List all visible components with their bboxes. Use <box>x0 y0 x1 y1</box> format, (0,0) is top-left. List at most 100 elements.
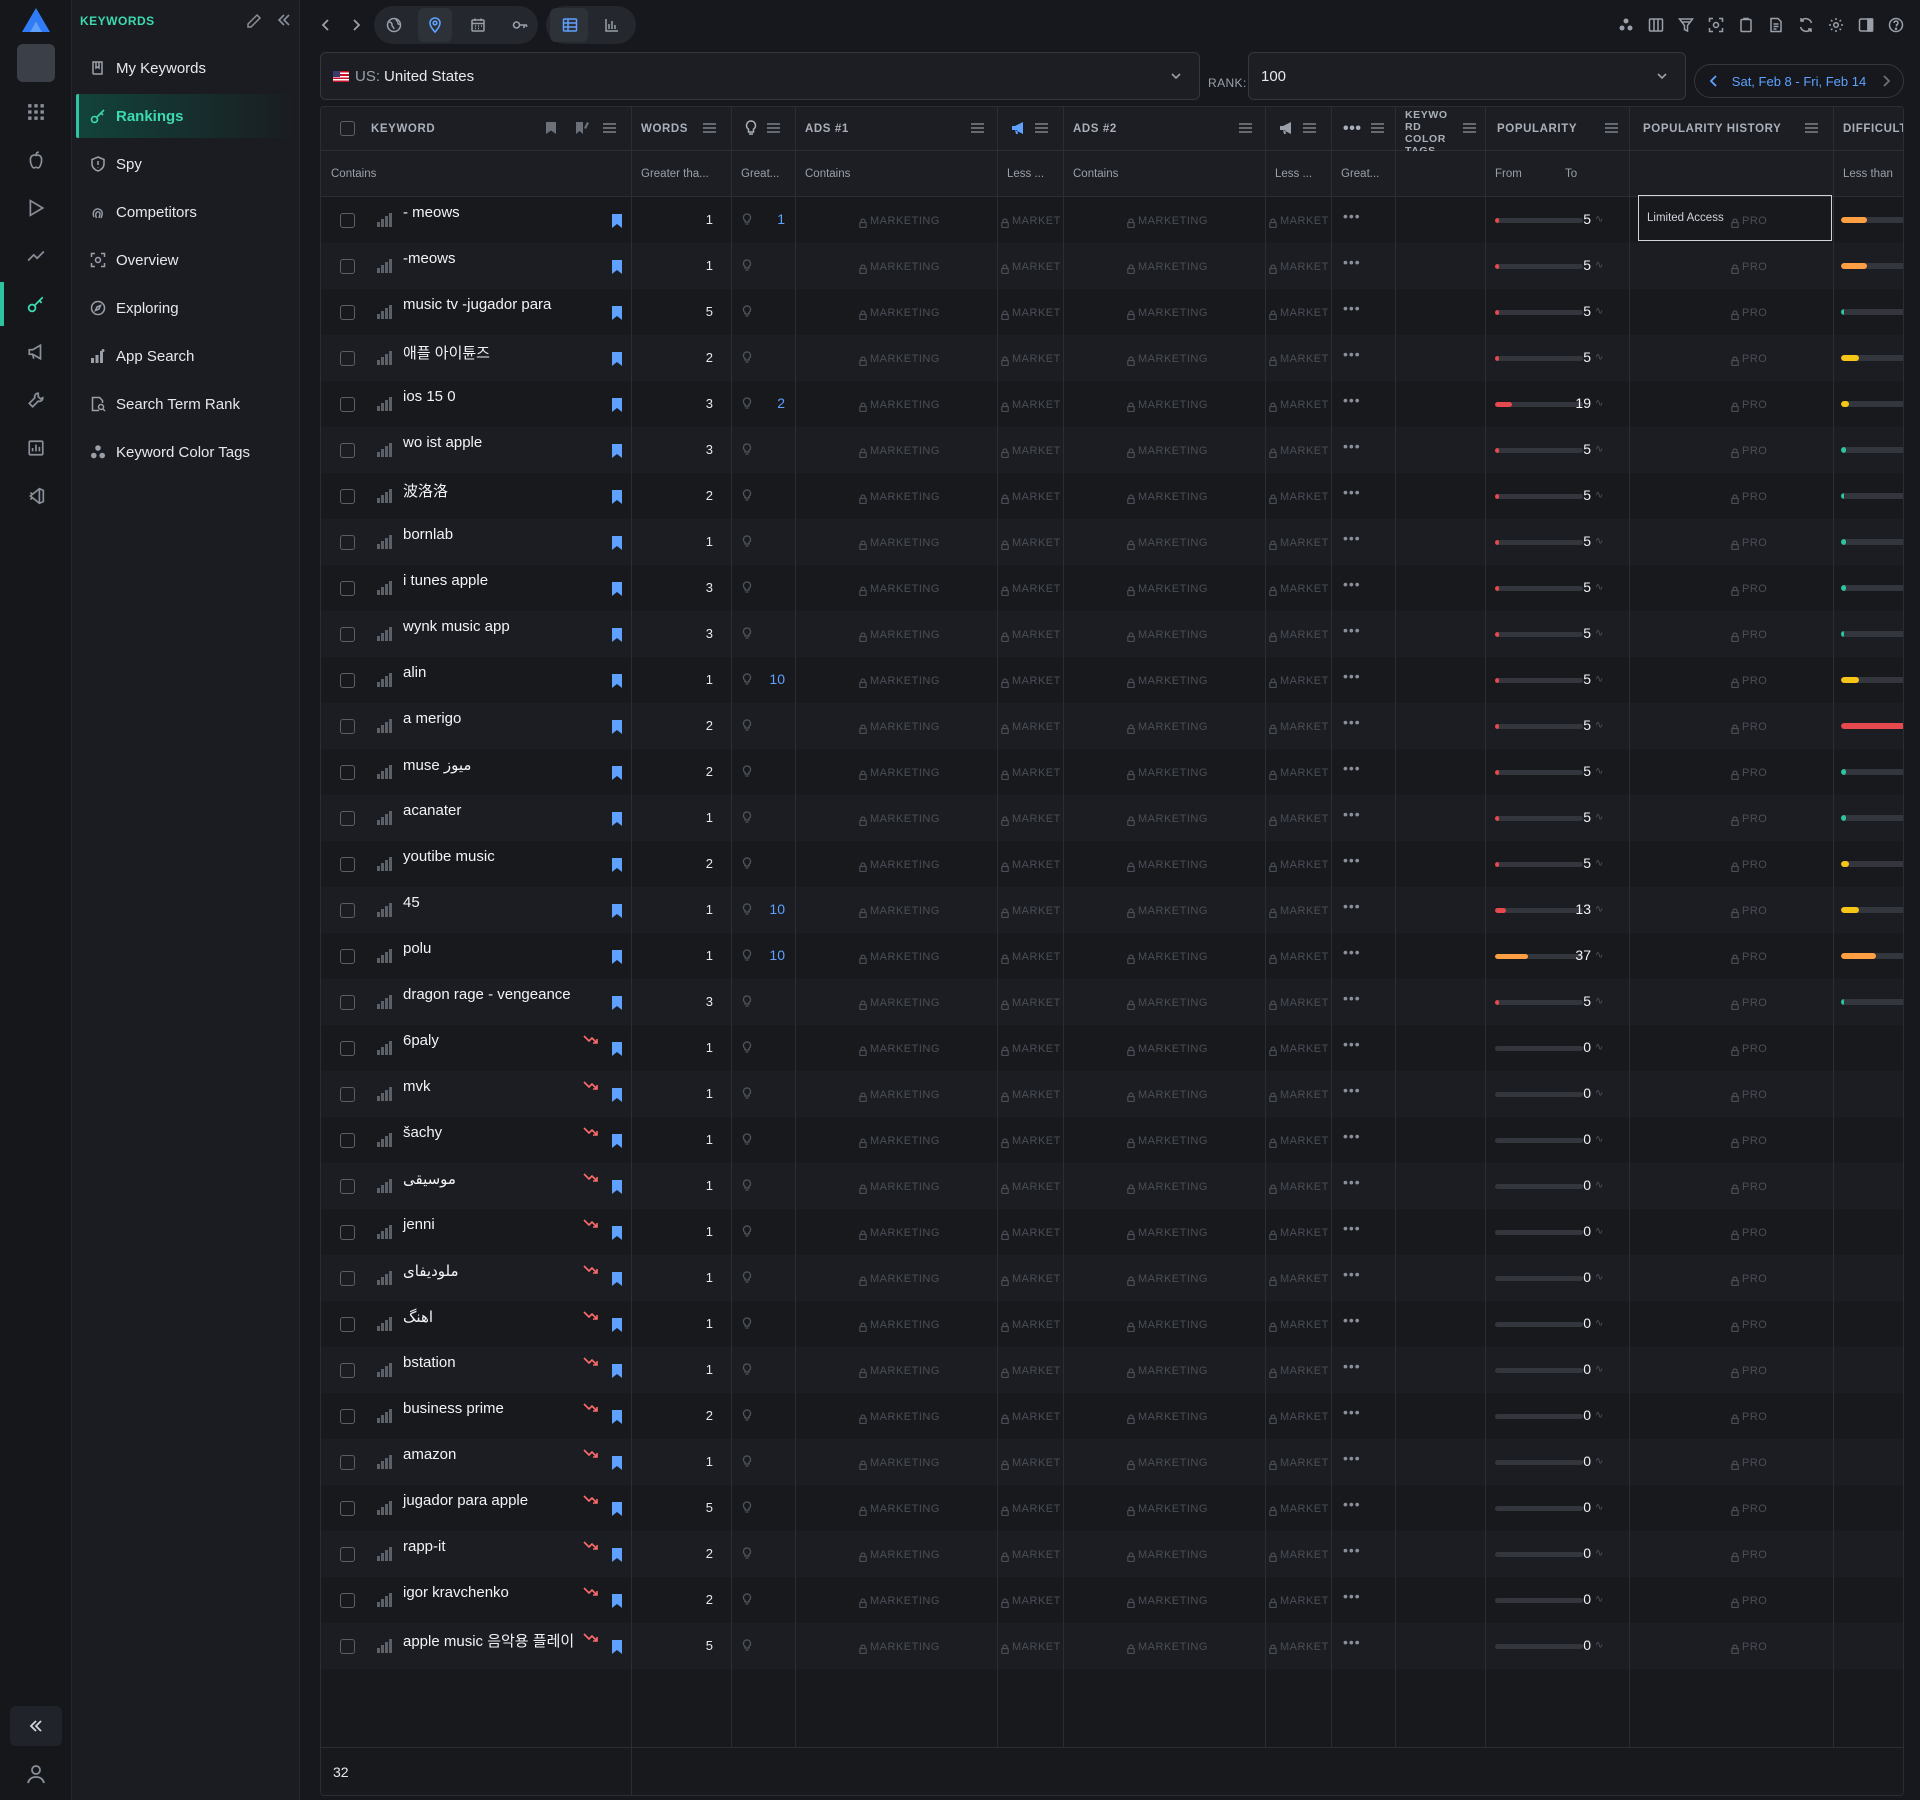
ads2-less-locked[interactable]: MARKET <box>1280 491 1329 503</box>
popularity-history-locked[interactable]: PRO <box>1742 1549 1768 1561</box>
table-row[interactable]: muse میوز 2 MARKETING MARKET MARKETING MARKET… <box>321 749 1903 795</box>
sidebar-item-app-search[interactable]: App Search <box>76 334 296 378</box>
keyword-text[interactable]: bornlab <box>403 526 454 543</box>
more-options-icon[interactable]: ••• <box>1343 760 1361 776</box>
ads1-less-locked[interactable]: MARKET <box>1012 399 1061 411</box>
popularity-history-locked[interactable]: PRO <box>1742 1411 1768 1423</box>
keywords-key-icon[interactable] <box>16 284 56 324</box>
keyword-text[interactable]: igor kravchenko <box>403 1584 509 1601</box>
column-menu-icon[interactable] <box>767 123 780 133</box>
more-options-icon[interactable]: ••• <box>1343 576 1361 592</box>
ads1-locked[interactable]: MARKETING <box>870 399 940 411</box>
sidebar-item-rankings[interactable]: Rankings <box>76 94 296 138</box>
table-row[interactable]: 波洛洛 2 MARKETING MARKET MARKETING MARKET ••• 5 ∿ P… <box>321 473 1903 519</box>
trend-icon[interactable] <box>16 236 56 276</box>
ads1-less-locked[interactable]: MARKET <box>1012 629 1061 641</box>
row-checkbox[interactable] <box>340 213 355 228</box>
keyword-text[interactable]: 6paly <box>403 1032 439 1049</box>
tags-icon[interactable] <box>1610 8 1642 42</box>
ads1-locked[interactable]: MARKETING <box>870 1319 940 1331</box>
column-menu-icon[interactable] <box>1303 123 1316 133</box>
ads1-less-locked[interactable]: MARKET <box>1012 1641 1061 1653</box>
table-row[interactable]: jugador para apple 5 MARKETING MARKET MARKET… <box>321 1485 1903 1531</box>
row-checkbox[interactable] <box>340 305 355 320</box>
bookmark-icon[interactable] <box>611 950 623 964</box>
popularity-history-locked[interactable]: PRO <box>1742 537 1768 549</box>
ads1-less-locked[interactable]: MARKET <box>1012 1135 1061 1147</box>
more-options-icon[interactable]: ••• <box>1343 1082 1361 1098</box>
keyword-text[interactable]: ملودیفای <box>403 1263 459 1280</box>
column-menu-icon[interactable] <box>1035 123 1048 133</box>
ads1-less-locked[interactable]: MARKET <box>1012 1549 1061 1561</box>
ads2-less-locked[interactable]: MARKET <box>1280 1549 1329 1561</box>
refresh-icon[interactable] <box>1790 8 1822 42</box>
more-options-icon[interactable]: ••• <box>1343 898 1361 914</box>
bookmark-icon[interactable] <box>611 1180 623 1194</box>
more-options-icon[interactable]: ••• <box>1343 208 1361 224</box>
table-row[interactable]: 6paly 1 MARKETING MARKET MARKETING MARKET ••• 0… <box>321 1025 1903 1071</box>
bookmark-icon[interactable] <box>611 1134 623 1148</box>
more-options-icon[interactable]: ••• <box>1343 622 1361 638</box>
keyword-text[interactable]: rapp-it <box>403 1538 446 1555</box>
popularity-history-locked[interactable]: PRO <box>1742 1181 1768 1193</box>
rank-filter[interactable]: Great... <box>741 168 780 180</box>
bookmark-icon[interactable] <box>611 1410 623 1424</box>
ads2-locked[interactable]: MARKETING <box>1138 1549 1208 1561</box>
keyword-text[interactable]: šachy <box>403 1124 443 1141</box>
header-ads2[interactable]: ADS #2 <box>1073 123 1117 135</box>
ads2-filter[interactable]: Contains <box>1073 168 1119 180</box>
ads1-locked[interactable]: MARKETING <box>870 1135 940 1147</box>
bookmark-icon[interactable] <box>611 260 623 274</box>
columns-icon[interactable] <box>1640 8 1672 42</box>
select-all-checkbox[interactable] <box>340 121 355 136</box>
row-checkbox[interactable] <box>340 351 355 366</box>
popularity-history-locked[interactable]: PRO <box>1742 813 1768 825</box>
row-checkbox[interactable] <box>340 489 355 504</box>
ads1-less-locked[interactable]: MARKET <box>1012 1319 1061 1331</box>
ads2-less-locked[interactable]: MARKET <box>1280 1641 1329 1653</box>
row-checkbox[interactable] <box>340 1501 355 1516</box>
bookmark-icon[interactable] <box>611 1594 623 1608</box>
row-checkbox[interactable] <box>340 1041 355 1056</box>
ads1-locked[interactable]: MARKETING <box>870 813 940 825</box>
bookmark-icon[interactable] <box>611 536 623 550</box>
ads1-less-locked[interactable]: MARKET <box>1012 1503 1061 1515</box>
rank-select[interactable]: 100 <box>1248 52 1686 100</box>
row-checkbox[interactable] <box>340 1639 355 1654</box>
ads2-locked[interactable]: MARKETING <box>1138 491 1208 503</box>
keyword-text[interactable]: i tunes apple <box>403 572 489 589</box>
ads2-locked[interactable]: MARKETING <box>1138 1089 1208 1101</box>
settings-gear-icon[interactable] <box>1820 8 1852 42</box>
table-row[interactable]: music tv -jugador para 5 MARKETING MARKET MA… <box>321 289 1903 335</box>
ads2-less-locked[interactable]: MARKET <box>1280 675 1329 687</box>
table-row[interactable]: 45 1 10 MARKETING MARKET MARKETING MARKET ••• 13… <box>321 887 1903 933</box>
row-checkbox[interactable] <box>340 1593 355 1608</box>
table-row[interactable]: اهنگ 1 MARKETING MARKET MARKETING MARKET ••• 0 ∿… <box>321 1301 1903 1347</box>
ads2-locked[interactable]: MARKETING <box>1138 399 1208 411</box>
table-row[interactable]: ملودیفای 1 MARKETING MARKET MARKETING MARKET •… <box>321 1255 1903 1301</box>
more-options-icon[interactable]: ••• <box>1343 300 1361 316</box>
bookmark-icon[interactable] <box>611 352 623 366</box>
column-menu-icon[interactable] <box>1371 123 1384 133</box>
table-row[interactable]: mvk 1 MARKETING MARKET MARKETING MARKET ••• 0 ∿ P… <box>321 1071 1903 1117</box>
ads2-locked[interactable]: MARKETING <box>1138 997 1208 1009</box>
row-checkbox[interactable] <box>340 1455 355 1470</box>
ads2-locked[interactable]: MARKETING <box>1138 1043 1208 1055</box>
bookmark-icon[interactable] <box>611 1088 623 1102</box>
ads2-less-locked[interactable]: MARKET <box>1280 353 1329 365</box>
popularity-history-locked[interactable]: PRO <box>1742 445 1768 457</box>
more-options-icon[interactable]: ••• <box>1343 1404 1361 1420</box>
ads2-less-filter[interactable]: Less ... <box>1275 168 1313 180</box>
table-row[interactable]: business prime 2 MARKETING MARKET MARKETING M… <box>321 1393 1903 1439</box>
more-options-icon[interactable]: ••• <box>1343 1312 1361 1328</box>
more-options-icon[interactable]: ••• <box>1343 806 1361 822</box>
more-options-icon[interactable]: ••• <box>1343 254 1361 270</box>
ads2-locked[interactable]: MARKETING <box>1138 905 1208 917</box>
location-pin-icon[interactable] <box>419 8 451 42</box>
bookmark-icon[interactable] <box>611 214 623 228</box>
ads1-locked[interactable]: MARKETING <box>870 307 940 319</box>
bookmark-icon[interactable] <box>611 1364 623 1378</box>
ads2-less-locked[interactable]: MARKET <box>1280 1135 1329 1147</box>
keyword-text[interactable]: wynk music app <box>403 618 510 635</box>
keyword-text[interactable]: -meows <box>403 250 456 267</box>
